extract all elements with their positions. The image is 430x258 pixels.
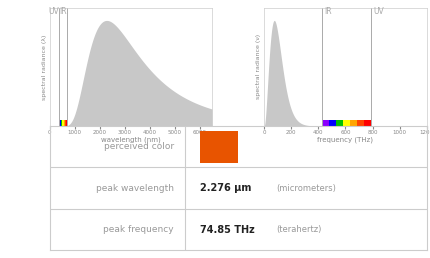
Text: IR: IR xyxy=(59,7,67,16)
Text: (terahertz): (terahertz) xyxy=(275,225,320,234)
Text: (micrometers): (micrometers) xyxy=(275,184,335,193)
X-axis label: wavelength (nm): wavelength (nm) xyxy=(101,136,160,143)
Bar xyxy=(200,131,238,163)
Text: 2.276 µm: 2.276 µm xyxy=(200,183,251,193)
Text: peak wavelength: peak wavelength xyxy=(96,184,174,193)
Text: perceived color: perceived color xyxy=(104,142,174,151)
Y-axis label: spectral radiance (λ): spectral radiance (λ) xyxy=(42,34,47,100)
Text: IR: IR xyxy=(324,7,331,16)
Text: 74.85 THz: 74.85 THz xyxy=(200,224,255,235)
Text: peak frequency: peak frequency xyxy=(103,225,174,234)
Y-axis label: spectral radiance (ν): spectral radiance (ν) xyxy=(256,34,261,99)
Text: UV: UV xyxy=(48,7,58,16)
X-axis label: frequency (THz): frequency (THz) xyxy=(316,136,372,143)
Text: UV: UV xyxy=(372,7,383,16)
